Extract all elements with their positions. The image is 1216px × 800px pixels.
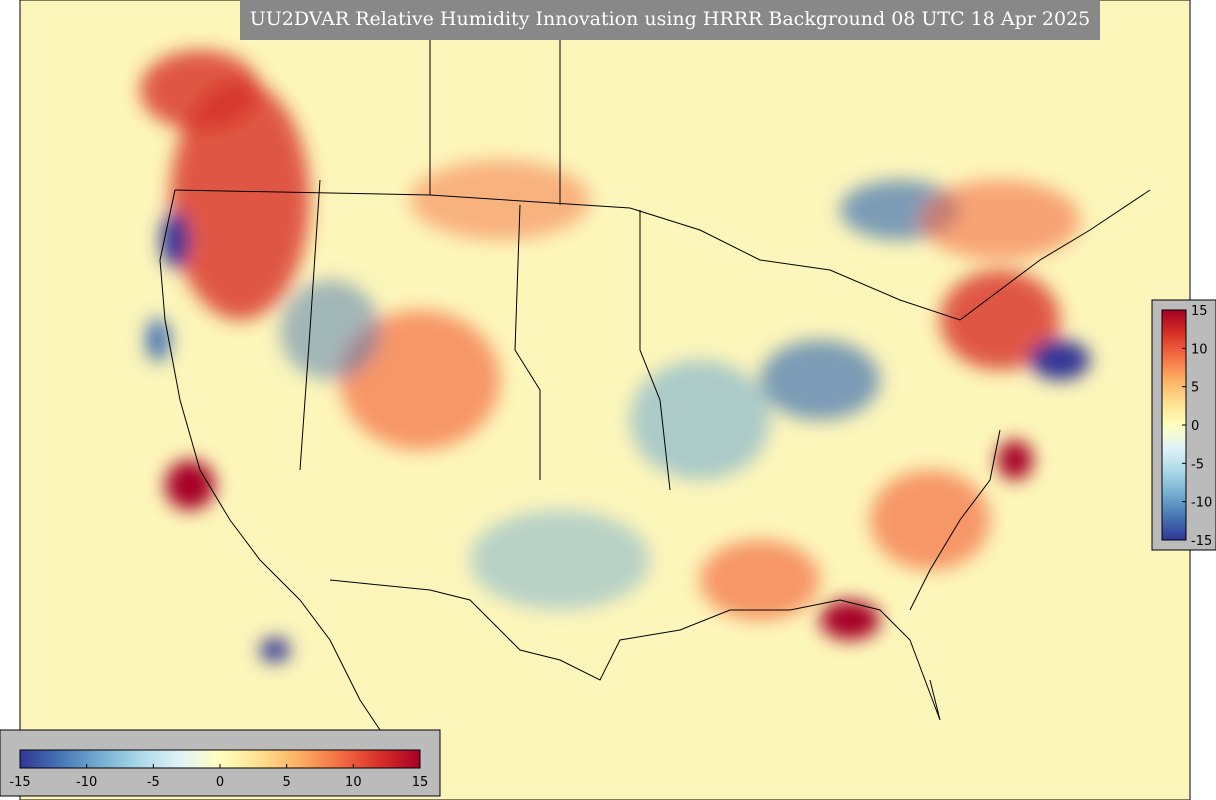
tick-label: 10 (345, 775, 362, 790)
tick-label: 15 (1191, 304, 1208, 319)
tick-label: -10 (76, 775, 97, 790)
map (19, 0, 1191, 800)
tick-label: 5 (1191, 381, 1199, 396)
tick-label: 10 (1191, 342, 1208, 357)
tick-label: 15 (412, 775, 429, 790)
title-background (240, 0, 1100, 40)
colorbar-horizontal: -15 -10 -5 0 5 10 15 (0, 729, 441, 797)
borders (159, 40, 1151, 761)
tick-label: -15 (1191, 534, 1212, 549)
tick-label: 0 (216, 775, 224, 790)
title-box: UU2DVAR Relative Humidity Innovation usi… (240, 0, 1100, 40)
tick-label: -5 (1191, 457, 1204, 472)
colorbar-vertical: 15 10 5 0 -5 -10 -15 (1151, 299, 1216, 551)
tick-label: 0 (1191, 419, 1199, 434)
humidity-field (140, 50, 1090, 662)
tick-label: 5 (283, 775, 291, 790)
map-title: UU2DVAR Relative Humidity Innovation usi… (250, 8, 1091, 30)
tick-label: -10 (1191, 496, 1212, 511)
tick-label: -5 (147, 775, 160, 790)
tick-label: -15 (9, 775, 30, 790)
